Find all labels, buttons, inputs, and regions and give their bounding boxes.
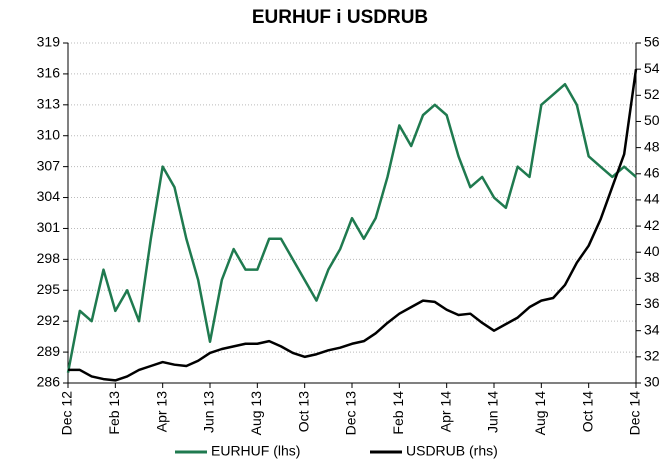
x-tick-label: Oct 14 [579,391,595,432]
y-tick-label: 310 [37,126,61,142]
series-line [66,82,637,373]
y2-tick-label: 30 [644,374,660,390]
y2-tick-label: 40 [644,243,660,259]
y2-tick-label: 52 [644,86,660,102]
y-tick-label: 286 [37,374,61,390]
y2-tick-label: 56 [644,34,660,50]
y-tick-label: 295 [37,281,61,297]
y-tick-label: 298 [37,250,61,266]
y-tick-label: 313 [37,96,61,112]
y2-tick-label: 44 [644,191,660,207]
y2-tick-label: 34 [644,321,660,337]
y2-tick-label: 54 [644,60,660,76]
y-tick-label: 316 [37,65,61,81]
x-tick-label: Jun 14 [485,391,501,433]
x-tick-label: Feb 14 [390,391,406,435]
legend-label: USDRUB (rhs) [406,443,498,459]
x-tick-label: Dec 12 [59,391,75,436]
y-tick-label: 304 [37,188,61,204]
y2-tick-label: 48 [644,138,660,154]
x-tick-label: Oct 13 [295,391,311,432]
x-tick-label: Apr 13 [153,391,169,432]
x-tick-label: Aug 13 [248,391,264,436]
x-tick-label: Apr 14 [437,391,453,432]
y2-tick-label: 38 [644,269,660,285]
x-tick-label: Dec 14 [627,391,643,436]
y2-tick-label: 42 [644,217,660,233]
y-tick-label: 301 [37,219,61,235]
y-tick-label: 319 [37,34,61,50]
legend-label: EURHUF (lhs) [211,443,300,459]
y2-tick-label: 50 [644,112,660,128]
y-tick-label: 307 [37,157,61,173]
chart-title: EURHUF i USDRUB [252,7,428,28]
x-tick-label: Feb 13 [106,391,122,435]
y2-tick-label: 46 [644,164,660,180]
x-tick-label: Jun 13 [201,391,217,433]
series-line [68,68,638,382]
y2-tick-label: 32 [644,348,660,364]
y2-tick-label: 36 [644,295,660,311]
x-tick-label: Dec 13 [343,391,359,436]
y-tick-label: 292 [37,312,61,328]
x-tick-label: Aug 14 [532,391,548,436]
y-tick-label: 289 [37,343,61,359]
